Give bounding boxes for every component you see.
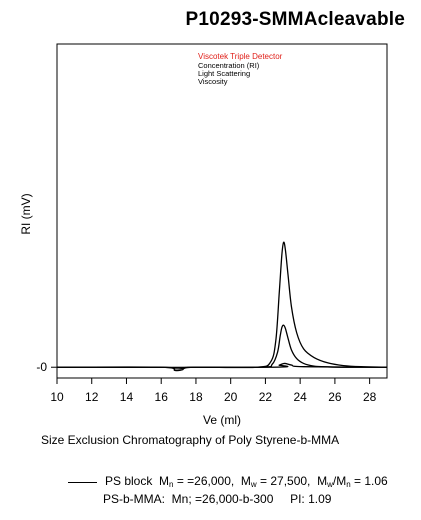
mw-symbol: M — [240, 474, 251, 488]
dispersity-value: = 1.06 — [354, 474, 388, 488]
legend-row-2: PS-b-MMA: Mn; =26,000-b-300 PI: 1.09 — [103, 492, 332, 506]
ratio-separator: /M — [332, 474, 347, 488]
y-tick-label: -0 — [36, 360, 47, 374]
x-tick-label: 22 — [259, 390, 273, 404]
mn-symbol: M — [159, 474, 170, 488]
series-line-concentration-ri — [56, 241, 388, 372]
mn-value: = =26,000, — [176, 474, 235, 488]
ratio-symbol-a: M — [317, 474, 328, 488]
figure-caption: Size Exclusion Chromatography of Poly St… — [41, 433, 340, 447]
x-tick-label: 20 — [224, 390, 238, 404]
y-axis: -0 — [36, 360, 57, 374]
legend-line-sample — [68, 482, 97, 483]
ratio-subscript-b: n — [346, 480, 351, 489]
detector-legend-item: Viscosity — [198, 77, 228, 86]
legend-row-1: PS block Mn = =26,000, Mw = 27,500, Mw/M… — [105, 474, 388, 489]
x-axis: 10 12 14 16 18 20 22 24 26 28 — [50, 378, 377, 404]
mw-subscript: w — [250, 480, 257, 489]
x-tick-label: 16 — [155, 390, 169, 404]
x-tick-label: 24 — [293, 390, 307, 404]
mn-subscript: n — [169, 480, 174, 489]
x-tick-label: 28 — [363, 390, 377, 404]
chromatogram-chart: 10 12 14 16 18 20 22 24 26 28 -0 Ve (ml) RI (mV) … — [19, 43, 388, 427]
series-layer — [56, 241, 388, 372]
detector-legend-item: Concentration (RI) — [198, 61, 260, 70]
ratio-subscript-a: w — [327, 480, 333, 489]
plot-frame — [56, 43, 388, 379]
mw-value: = 27,500, — [260, 474, 311, 488]
x-tick-label: 10 — [50, 390, 64, 404]
x-tick-label: 18 — [189, 390, 203, 404]
series-line-light-scattering — [56, 324, 388, 370]
x-tick-label: 14 — [120, 390, 134, 404]
x-axis-label: Ve (ml) — [203, 413, 241, 427]
legend-series-name: PS block — [105, 474, 153, 488]
x-tick-label: 12 — [85, 390, 99, 404]
y-axis-label: RI (mV) — [19, 193, 33, 234]
detector-legend-item: Light Scattering — [198, 69, 250, 78]
series-line-viscosity — [56, 362, 388, 369]
detector-legend-heading: Viscotek Triple Detector — [198, 52, 283, 61]
chart-title: P10293-SMMAcleavable — [185, 9, 405, 30]
x-tick-label: 26 — [328, 390, 342, 404]
